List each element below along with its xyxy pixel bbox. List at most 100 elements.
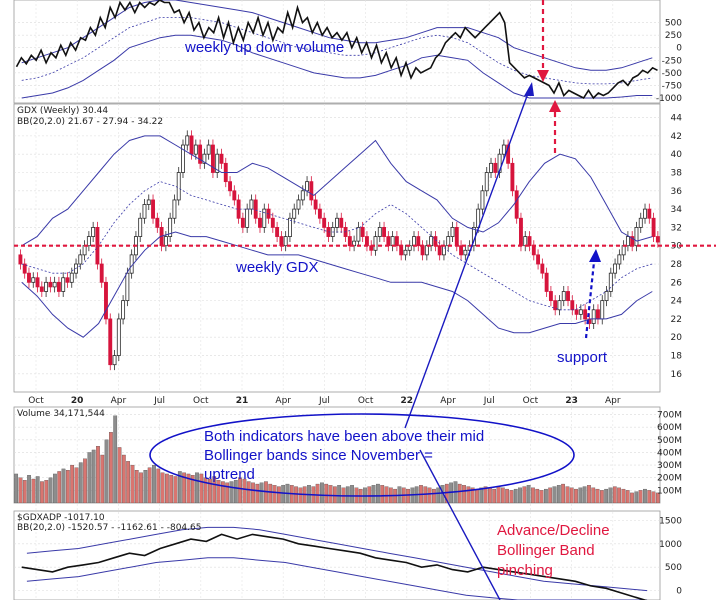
candle-body (625, 236, 630, 247)
y-tick-label-vol: 500M (657, 436, 682, 446)
y-tick-label-vol: 700M (657, 411, 682, 421)
updown-annotation-line1: weekly up down volume (184, 39, 344, 56)
candle-body (459, 245, 464, 256)
volume-bar (298, 487, 303, 503)
y-tick-label-top: -500 (662, 69, 683, 79)
volume-bar (182, 472, 186, 503)
candle-body (44, 281, 49, 292)
volume-bar (203, 477, 208, 503)
candle-body (454, 227, 459, 247)
ad-bb-upper (26, 526, 648, 592)
updown-volume-panel (15, 0, 658, 100)
x-tick-label: 21 (236, 396, 249, 406)
volume-bar (595, 488, 600, 503)
y-tick-label-vol: 200M (657, 474, 682, 484)
candle-body (578, 309, 583, 315)
volume-bar (505, 488, 509, 503)
ad-bb-lower (26, 557, 648, 600)
y-tick-label-ad: 0 (676, 587, 682, 597)
y-tick-label-gdx: 32 (671, 223, 682, 233)
candle-body (446, 236, 451, 247)
volume-bar (70, 464, 75, 503)
y-tick-label-vol: 400M (657, 448, 682, 458)
volume-bar (591, 487, 596, 503)
candle-body (514, 190, 519, 219)
ad-annotation-line3: pinching (497, 562, 553, 579)
y-tick-label-vol: 600M (657, 423, 682, 433)
updown-bb-upper (21, 0, 653, 71)
annotation-overlays (149, 0, 601, 600)
volume-bar (470, 487, 475, 503)
candle-body (651, 217, 656, 237)
candle-body (313, 199, 318, 210)
candle-body (317, 208, 322, 219)
candle-body (390, 236, 395, 247)
diagonal-line-down (419, 449, 501, 600)
support-arrow-head (589, 249, 601, 262)
candle-body (493, 162, 498, 173)
volume-bar (535, 488, 540, 503)
volume-bar (251, 482, 255, 503)
volume-bar (229, 481, 234, 503)
candle-body (634, 227, 639, 247)
volume-bar (121, 454, 126, 503)
volume-bar (87, 452, 92, 503)
volume-bar (61, 468, 66, 503)
candle-body (596, 309, 600, 320)
volume-bar (630, 492, 634, 503)
annotation-ellipse (149, 413, 575, 497)
y-tick-label-gdx: 40 (671, 150, 683, 160)
volume-bar (190, 475, 195, 503)
volume-bar (552, 486, 557, 503)
candle-body (377, 227, 382, 237)
y-tick-label-gdx: 34 (671, 205, 683, 215)
x-tick-label: Apr (275, 396, 291, 406)
candle-body (356, 227, 361, 242)
volume-bar (509, 490, 514, 503)
candle-body (210, 144, 215, 173)
volume-bar (604, 488, 609, 503)
candle-body (108, 318, 113, 366)
candle-body (39, 286, 44, 292)
candle-body (437, 245, 442, 256)
y-tick-label-gdx: 28 (671, 260, 683, 270)
x-tick-label: Apr (605, 396, 621, 406)
y-axis-ticks: 500 250 0 -250 -500 -750 -1000 44 42 40 38 36 34 32 30… (656, 19, 682, 597)
y-tick-label-top: -1000 (656, 94, 682, 104)
volume-bar (117, 447, 122, 503)
ad-line (21, 533, 648, 600)
volume-bar (337, 485, 342, 503)
panel-frame-top (13, 0, 661, 104)
candle-body (292, 208, 297, 219)
candle-body (360, 227, 365, 237)
candle-body (146, 199, 151, 205)
volume-bar (78, 462, 83, 503)
candle-body (570, 300, 575, 311)
ad-annotation-line2: Bollinger Band (497, 542, 595, 559)
volume-bar (134, 470, 139, 503)
candle-body (163, 236, 168, 247)
y-tick-label-top: 500 (665, 19, 682, 29)
y-tick-label-gdx: 26 (671, 278, 683, 288)
candle-body (412, 236, 416, 247)
y-tick-label-gdx: 20 (671, 333, 683, 343)
volume-bar (332, 486, 337, 503)
candle-body (591, 309, 596, 324)
volume-bar (324, 483, 329, 503)
candle-body (347, 236, 352, 247)
volume-bar (165, 473, 169, 503)
gdx-annotation: weekly GDX (235, 259, 319, 276)
candle-body (429, 236, 434, 247)
candle-body (574, 309, 579, 315)
candle-body (52, 281, 57, 288)
volume-bar (608, 487, 613, 503)
volume-bar (268, 483, 273, 503)
y-tick-label-gdx: 22 (671, 315, 682, 325)
diagonal-line-up (404, 87, 531, 429)
advance-decline-panel (21, 526, 648, 600)
y-tick-label-ad: 1500 (659, 516, 682, 526)
volume-bar (513, 488, 518, 503)
candle-body (399, 245, 404, 256)
volume-bar (526, 485, 531, 503)
